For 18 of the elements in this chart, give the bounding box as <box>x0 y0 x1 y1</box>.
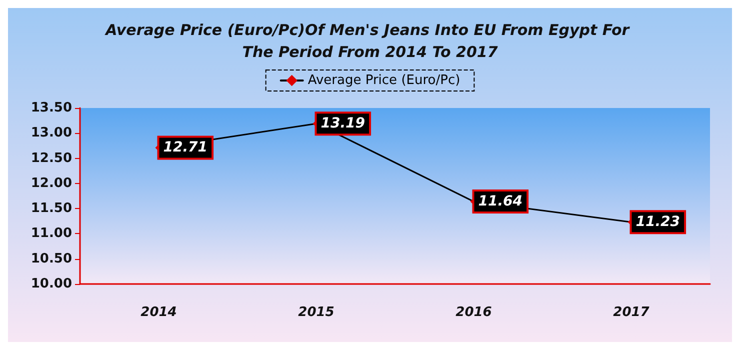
y-tick-label: 11.00 <box>30 226 72 242</box>
y-tick-label: 13.00 <box>30 126 72 141</box>
x-tick-label: 2016 <box>456 305 492 320</box>
data-label: 11.64 <box>478 194 523 210</box>
y-tick-label: 13.50 <box>30 100 72 116</box>
y-tick-label: 11.50 <box>30 201 72 216</box>
y-tick-label: 12.50 <box>30 150 72 166</box>
y-tick-label: 10.50 <box>30 251 72 266</box>
legend-label: Average Price (Euro/Pc) <box>308 73 460 88</box>
chart-title: Average Price (Euro/Pc)Of Men's Jeans Into EU From Egypt For The Period From 2014 To 2017 <box>104 21 634 61</box>
data-label: 12.71 <box>163 140 208 156</box>
data-label: 11.23 <box>636 214 680 230</box>
data-label: 13.19 <box>320 116 366 132</box>
x-tick-label: 2015 <box>298 305 334 320</box>
y-tick-label: 10.00 <box>30 276 72 292</box>
y-tick-label: 12.00 <box>30 176 72 191</box>
x-tick-label: 2017 <box>613 305 650 320</box>
x-tick-label: 2014 <box>140 305 177 320</box>
